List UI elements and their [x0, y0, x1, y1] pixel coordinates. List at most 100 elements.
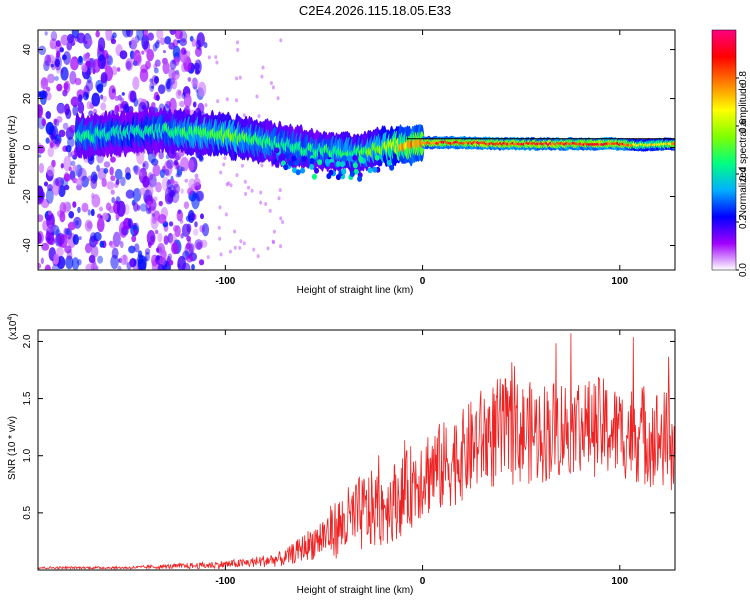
ridge-cell	[353, 168, 359, 175]
noise-cell	[179, 38, 188, 47]
spectrogram-x-label: Height of straight line (km)	[297, 285, 414, 296]
noise-cell	[185, 242, 191, 250]
y-tick-label: 1.5	[22, 391, 33, 405]
noise-cell	[157, 264, 165, 270]
noise-cell	[279, 38, 283, 43]
noise-cell	[45, 121, 55, 135]
noise-cell	[49, 141, 54, 149]
noise-cell	[133, 229, 138, 236]
x-tick-label: 100	[611, 576, 628, 587]
noise-cell	[179, 218, 184, 224]
noise-cell	[174, 225, 181, 238]
noise-cell	[173, 159, 179, 166]
noise-cell	[47, 210, 52, 216]
noise-cell	[164, 36, 172, 45]
noise-cell	[50, 224, 60, 236]
noise-cell	[69, 70, 77, 85]
noise-cell	[74, 77, 82, 86]
noise-cell	[177, 90, 182, 96]
noise-cell	[151, 75, 159, 86]
noise-cell	[146, 48, 155, 62]
noise-cell	[186, 255, 194, 263]
ridge-cell	[309, 157, 315, 164]
noise-cell	[56, 83, 63, 92]
ridge-cell	[671, 142, 675, 146]
noise-cell	[133, 164, 139, 175]
ridge-cell	[272, 158, 278, 165]
ridge-cell	[313, 167, 319, 174]
noise-cell	[77, 167, 87, 182]
noise-cell	[38, 162, 45, 174]
colorbar: 0.0 0.2 0.4 0.6 0.8 Normalized spectral ampl…	[711, 29, 749, 277]
noise-cell	[152, 164, 161, 177]
noise-cell	[122, 30, 131, 38]
noise-cell	[187, 77, 192, 82]
noise-cell	[171, 242, 179, 255]
noise-cell	[218, 205, 222, 210]
noise-cell	[55, 42, 63, 53]
noise-cell	[219, 252, 223, 257]
noise-cell	[136, 30, 145, 41]
noise-cell	[183, 201, 190, 209]
noise-cell	[102, 95, 107, 103]
noise-cell	[233, 245, 237, 250]
noise-cell	[223, 155, 227, 160]
noise-cell	[75, 220, 79, 226]
noise-cell	[108, 85, 117, 100]
noise-cell	[117, 265, 122, 270]
noise-cell	[243, 179, 247, 184]
noise-cell	[90, 245, 99, 258]
noise-cell	[75, 178, 83, 186]
noise-cell	[120, 254, 129, 266]
noise-cell	[278, 188, 282, 193]
noise-cell	[153, 75, 160, 84]
noise-cell	[167, 78, 171, 83]
noise-cell	[180, 167, 185, 172]
noise-cell	[167, 232, 174, 244]
noise-cell	[47, 224, 55, 233]
noise-cell	[78, 236, 82, 241]
noise-cell	[151, 102, 156, 109]
noise-cell	[199, 213, 205, 220]
noise-cell	[144, 251, 150, 262]
noise-cell	[125, 189, 135, 199]
noise-cell	[107, 55, 114, 66]
spectrogram-cells	[38, 30, 675, 270]
noise-cell	[177, 209, 182, 215]
noise-cell	[264, 202, 268, 207]
noise-cell	[176, 168, 183, 178]
ridge-cell	[376, 159, 382, 166]
noise-cell	[252, 247, 256, 252]
noise-cell	[194, 221, 198, 228]
noise-cell	[171, 77, 178, 90]
noise-cell	[229, 183, 233, 188]
noise-cell	[53, 253, 60, 265]
noise-cell	[180, 47, 187, 56]
noise-cell	[40, 77, 49, 90]
y-tick-label: 2.0	[22, 334, 33, 348]
ridge-cell	[284, 152, 290, 159]
noise-cell	[181, 92, 186, 100]
noise-cell	[66, 249, 73, 261]
noise-cell	[218, 236, 222, 241]
noise-cell	[147, 32, 155, 41]
spectrogram-frame	[37, 29, 676, 271]
noise-cell	[169, 97, 177, 114]
noise-cell	[193, 228, 199, 236]
noise-cell	[129, 50, 135, 60]
noise-cell	[76, 184, 83, 191]
noise-cell	[92, 174, 98, 182]
noise-cell	[44, 31, 48, 36]
noise-cell	[147, 200, 152, 207]
noise-cell	[111, 196, 116, 204]
noise-cell	[39, 190, 46, 200]
noise-cell	[216, 99, 220, 104]
noise-cell	[155, 247, 160, 253]
noise-cell	[44, 54, 52, 67]
noise-cell	[103, 168, 109, 174]
noise-cell	[100, 102, 107, 111]
noise-cell	[185, 50, 191, 58]
noise-cell	[276, 96, 280, 101]
noise-cell	[114, 168, 123, 180]
ridge-cell	[295, 169, 301, 176]
